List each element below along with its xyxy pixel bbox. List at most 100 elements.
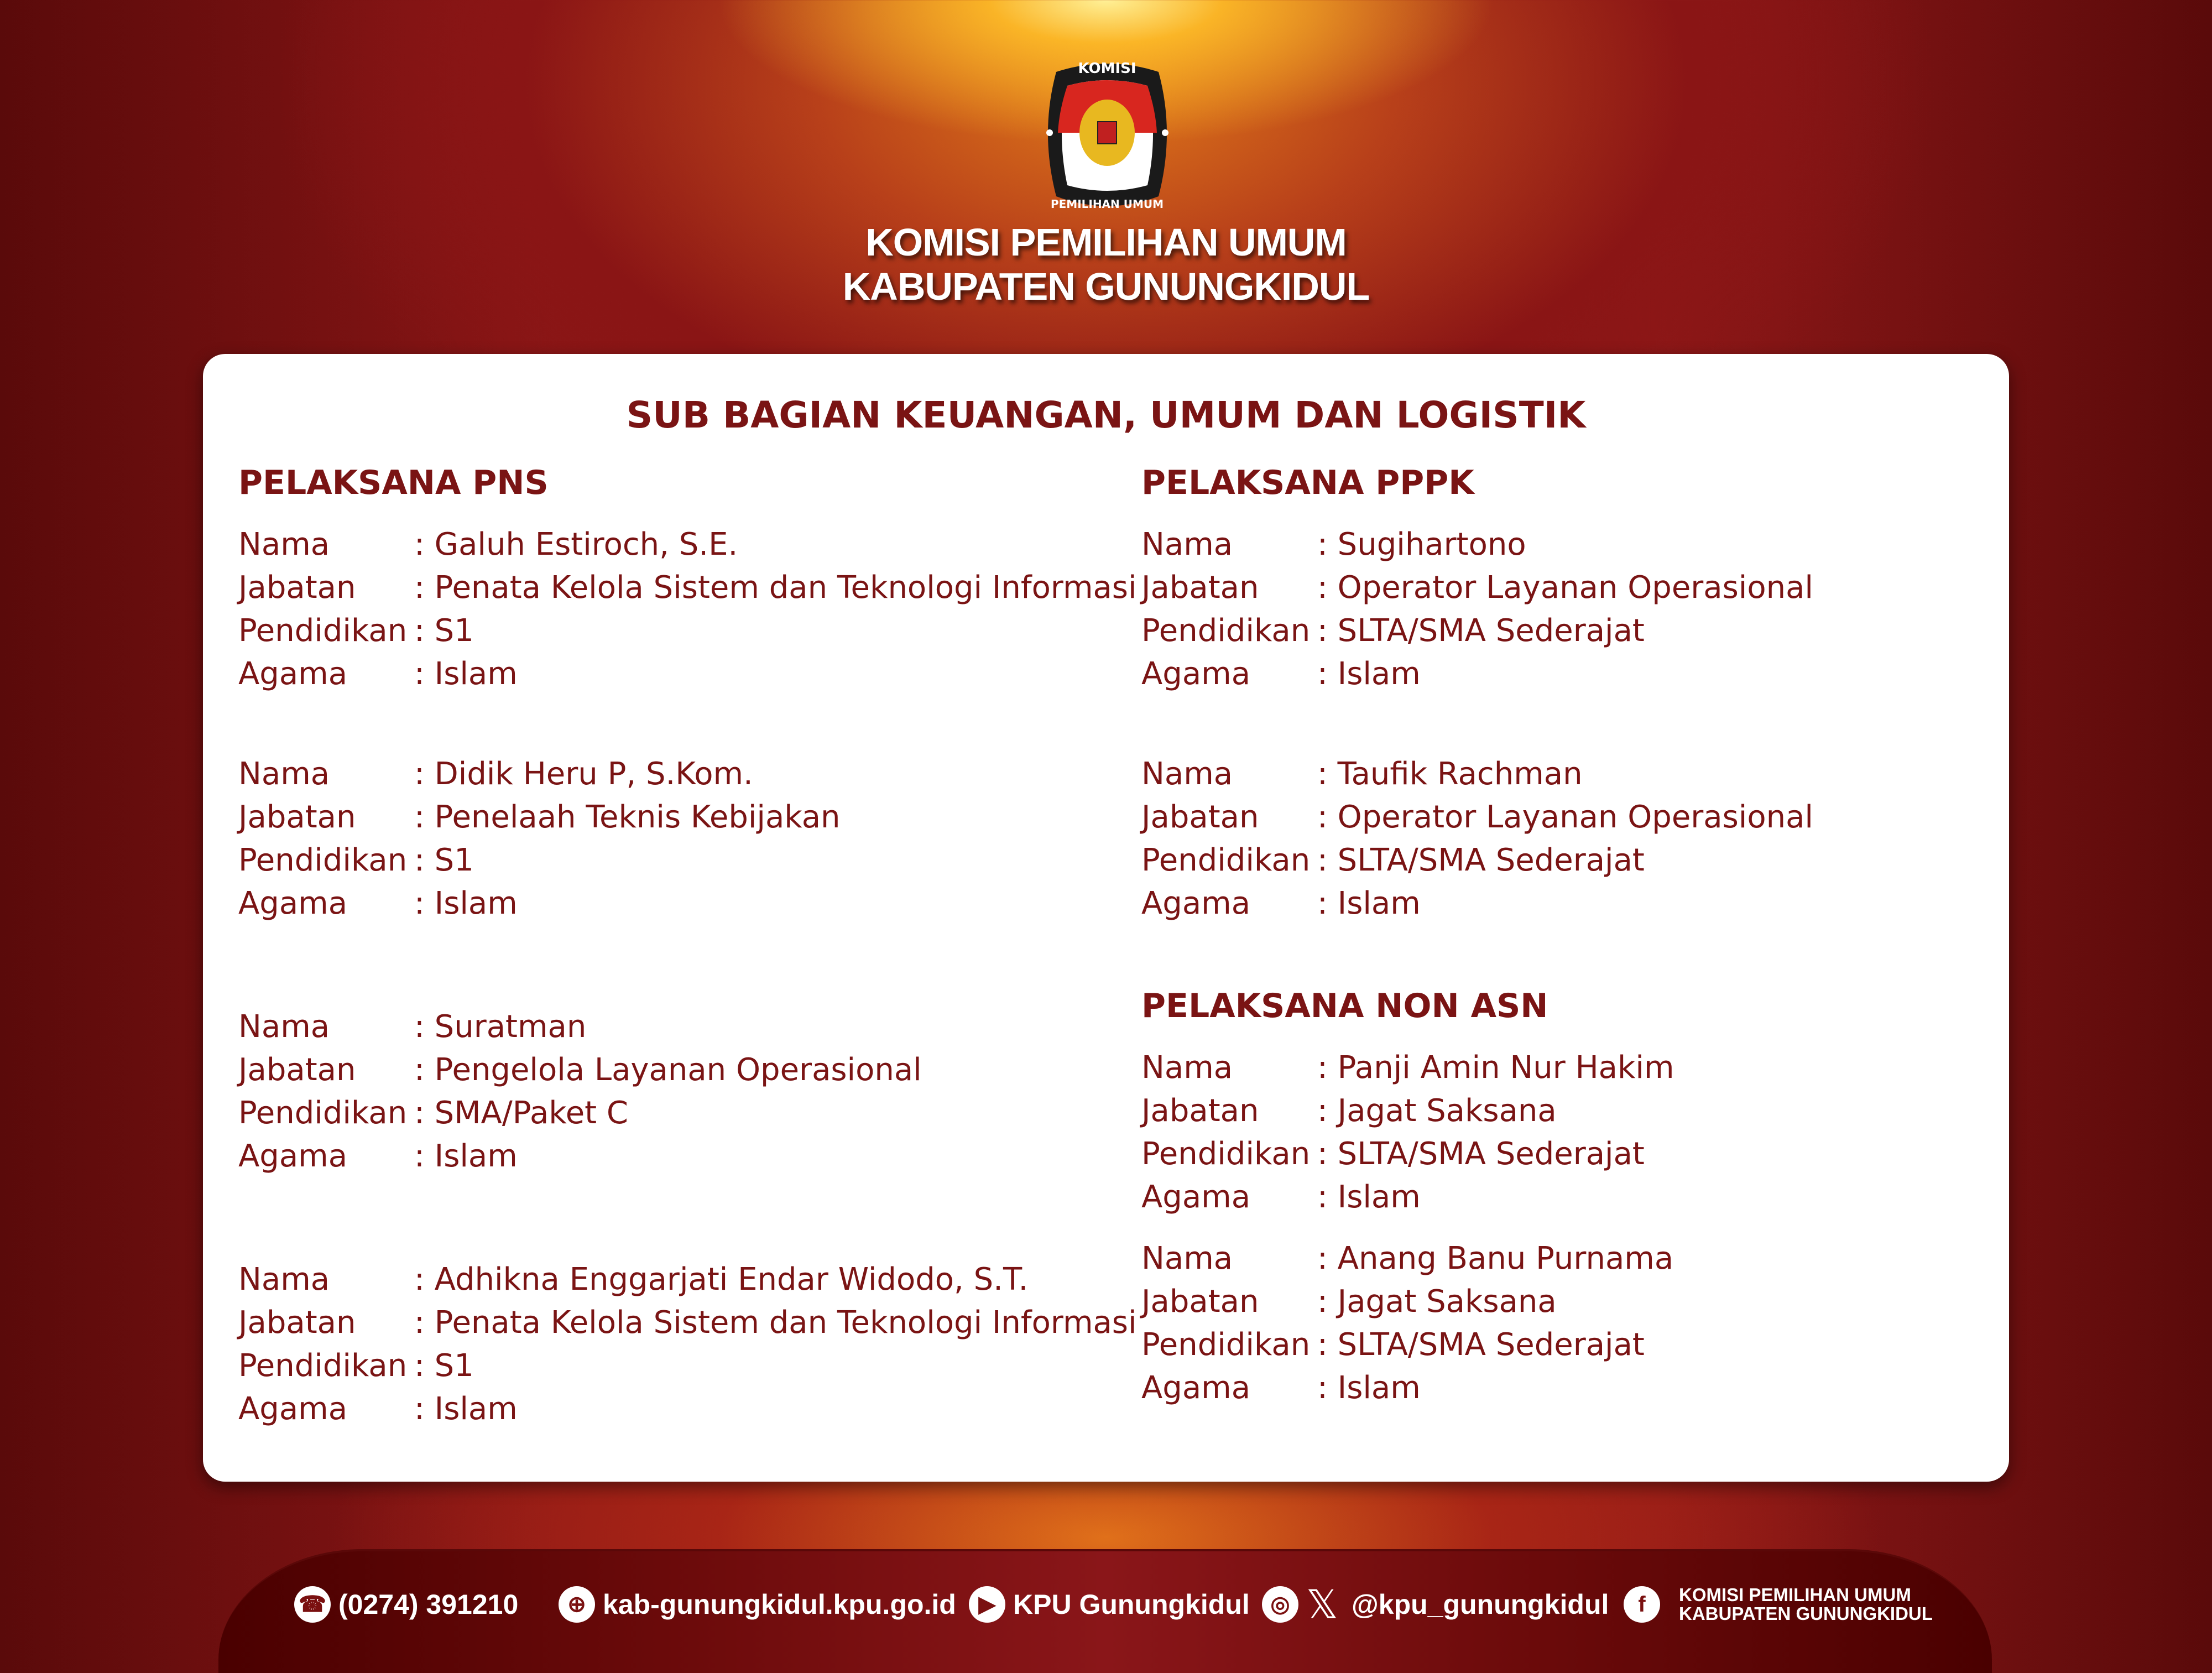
facebook-line2: KABUPATEN GUNUNGKIDUL [1679, 1603, 1933, 1624]
field-label: Jabatan [1141, 799, 1259, 835]
field-separator: : [414, 656, 435, 692]
field-separator: : [414, 1262, 435, 1297]
field-separator: : [414, 613, 435, 649]
field-separator: : [414, 756, 435, 792]
field-label: Agama [1141, 1179, 1251, 1215]
field-label: Jabatan [238, 1052, 356, 1088]
footer-youtube[interactable]: ▶ KPU Gunungkidul [969, 1585, 1250, 1624]
field-value: Didik Heru P, S.Kom. [434, 756, 753, 792]
field-separator: : [1317, 1241, 1338, 1276]
field-label: Pendidikan [1141, 1327, 1311, 1363]
field-label: Nama [1141, 1050, 1233, 1086]
field-separator: : [1317, 1136, 1338, 1172]
field-row-agama: Agama: Islam [238, 653, 1137, 696]
field-value: Islam [434, 885, 518, 921]
field-row-jabatan: Jabatan: Penelaah Teknis Kebijakan [238, 796, 841, 839]
field-row-pendidikan: Pendidikan: SLTA/SMA Sederajat [1141, 609, 1813, 653]
field-value: Operator Layanan Operasional [1337, 799, 1813, 835]
field-value: Sugihartono [1337, 527, 1526, 562]
field-value: Jagat Saksana [1337, 1093, 1557, 1129]
org-name-line2: KABUPATEN GUNUNGKIDUL [842, 265, 1370, 308]
field-row-agama: Agama: Islam [238, 1135, 922, 1178]
field-label: Agama [238, 1138, 348, 1174]
field-label: Agama [238, 1391, 348, 1427]
field-value: Jagat Saksana [1337, 1284, 1557, 1320]
field-row-nama: Nama: Didik Heru P, S.Kom. [238, 753, 841, 796]
footer-website[interactable]: ⊕ kab-gunungkidul.kpu.go.id [559, 1585, 956, 1624]
field-separator: : [414, 1391, 435, 1427]
field-row-jabatan: Jabatan: Penata Kelola Sistem dan Teknol… [238, 1301, 1137, 1344]
footer-phone: ☎ (0274) 391210 [294, 1585, 518, 1624]
field-separator: : [414, 1138, 435, 1174]
field-row-agama: Agama: Islam [1141, 1176, 1674, 1219]
section-heading: PELAKSANA PNS [238, 463, 549, 502]
staff-entry: Nama: Didik Heru P, S.Kom. Jabatan: Penel… [238, 753, 841, 925]
section-heading: PELAKSANA PPPK [1141, 463, 1474, 502]
field-separator: : [414, 799, 435, 835]
field-separator: : [1317, 1284, 1338, 1320]
field-separator: : [1317, 885, 1338, 921]
footer-bar [218, 1549, 1992, 1673]
kpu-logo: KOMISI PEMILIHAN UMUM [1046, 60, 1168, 211]
staff-entry: Nama: Adhikna Enggarjati Endar Widodo, S… [238, 1258, 1137, 1431]
facebook-line1: KOMISI PEMILIHAN UMUM [1679, 1585, 1911, 1605]
field-row-agama: Agama: Islam [1141, 882, 1813, 925]
field-separator: : [414, 885, 435, 921]
field-label: Nama [1141, 527, 1233, 562]
field-value: Islam [1337, 1370, 1421, 1406]
org-name-line1: KOMISI PEMILIHAN UMUM [865, 221, 1347, 264]
social-handle-text[interactable]: @kpu_gunungkidul [1352, 1589, 1609, 1620]
field-label: Nama [238, 756, 330, 792]
field-label: Jabatan [238, 799, 356, 835]
field-label: Jabatan [1141, 1284, 1259, 1320]
field-value: Galuh Estiroch, S.E. [434, 527, 738, 562]
field-label: Jabatan [238, 570, 356, 606]
field-value: Islam [1337, 885, 1421, 921]
field-row-nama: Nama: Galuh Estiroch, S.E. [238, 523, 1137, 566]
field-value: Pengelola Layanan Operasional [434, 1052, 922, 1088]
field-label: Agama [1141, 656, 1251, 692]
field-value: Islam [434, 1138, 518, 1174]
field-label: Pendidikan [1141, 613, 1311, 649]
field-label: Agama [238, 656, 348, 692]
field-separator: : [414, 1052, 435, 1088]
svg-text:KOMISI: KOMISI [1078, 60, 1136, 77]
field-row-pendidikan: Pendidikan: SLTA/SMA Sederajat [1141, 839, 1813, 882]
staff-entry: Nama: Anang Banu Purnama Jabatan: Jagat S… [1141, 1237, 1673, 1410]
field-value: S1 [434, 842, 474, 878]
field-row-nama: Nama: Panji Amin Nur Hakim [1141, 1046, 1674, 1090]
field-label: Agama [1141, 885, 1251, 921]
field-row-pendidikan: Pendidikan: SLTA/SMA Sederajat [1141, 1133, 1674, 1176]
facebook-icon: f [1624, 1586, 1660, 1623]
field-row-agama: Agama: Islam [1141, 1367, 1673, 1410]
field-value: SLTA/SMA Sederajat [1337, 1136, 1645, 1172]
field-separator: : [414, 527, 435, 562]
field-label: Nama [238, 1009, 330, 1045]
field-row-nama: Nama: Sugihartono [1141, 523, 1813, 566]
youtube-text[interactable]: KPU Gunungkidul [1013, 1589, 1250, 1620]
field-label: Jabatan [1141, 570, 1259, 606]
field-value: SLTA/SMA Sederajat [1337, 613, 1645, 649]
field-value: Anang Banu Purnama [1337, 1241, 1674, 1276]
field-label: Pendidikan [238, 1348, 408, 1384]
field-row-agama: Agama: Islam [1141, 653, 1813, 696]
footer-facebook[interactable]: f KOMISI PEMILIHAN UMUM KABUPATEN GUNUNGKI… [1624, 1585, 1933, 1624]
field-label: Pendidikan [1141, 842, 1311, 878]
field-row-nama: Nama: Taufik Rachman [1141, 753, 1813, 796]
field-label: Pendidikan [238, 613, 408, 649]
field-value: Adhikna Enggarjati Endar Widodo, S.T. [434, 1262, 1029, 1297]
field-label: Pendidikan [238, 842, 408, 878]
field-row-jabatan: Jabatan: Jagat Saksana [1141, 1280, 1673, 1323]
website-text[interactable]: kab-gunungkidul.kpu.go.id [603, 1589, 956, 1620]
globe-icon: ⊕ [559, 1586, 595, 1623]
footer-social[interactable]: ◎ 𝕏 @kpu_gunungkidul [1262, 1583, 1609, 1627]
field-row-pendidikan: Pendidikan: S1 [238, 1344, 1137, 1388]
facebook-text: KOMISI PEMILIHAN UMUM KABUPATEN GUNUNGKID… [1679, 1586, 1933, 1623]
field-separator: : [1317, 1370, 1338, 1406]
field-row-nama: Nama: Suratman [238, 1005, 922, 1049]
field-row-pendidikan: Pendidikan: SLTA/SMA Sederajat [1141, 1323, 1673, 1367]
field-row-pendidikan: Pendidikan: S1 [238, 839, 841, 882]
field-label: Jabatan [1141, 1093, 1259, 1129]
field-row-pendidikan: Pendidikan: S1 [238, 609, 1137, 653]
field-value: Islam [1337, 656, 1421, 692]
